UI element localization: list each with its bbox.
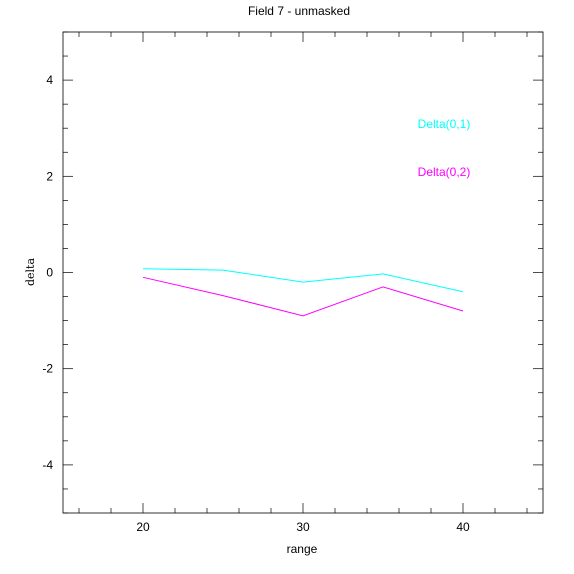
x-tick-labels: 20 30 40 <box>136 520 470 534</box>
x-tick-label: 20 <box>136 520 150 534</box>
y-tick-labels: -4 -2 0 2 4 <box>42 73 53 472</box>
y-tick-label: -2 <box>42 362 53 376</box>
x-tick-label: 30 <box>296 520 310 534</box>
series-line <box>142 268 464 293</box>
legend: Delta(0,1) Delta(0,2) <box>418 117 471 179</box>
chart-title: Field 7 - unmasked <box>248 4 350 18</box>
legend-entry: Delta(0,1) <box>418 117 471 131</box>
x-axis-label: range <box>287 542 318 556</box>
plot-frame <box>62 31 544 514</box>
series-lines <box>142 268 464 317</box>
y-tick-label: 2 <box>46 169 53 183</box>
series-line <box>142 276 464 317</box>
y-axis-label: delta <box>24 258 37 286</box>
legend-entry: Delta(0,2) <box>418 165 471 179</box>
y-tick-label: 0 <box>46 266 53 280</box>
axis-ticks <box>63 31 543 514</box>
y-tick-label: -4 <box>42 458 53 472</box>
x-tick-label: 40 <box>456 520 470 534</box>
y-tick-label: 4 <box>46 73 53 87</box>
